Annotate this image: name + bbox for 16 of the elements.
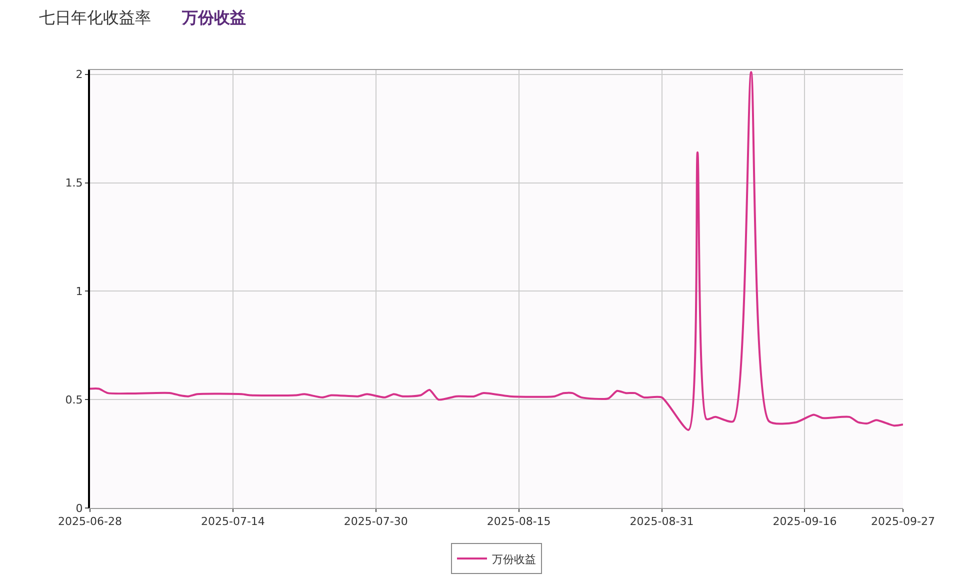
y-tick-label: 1 — [76, 285, 83, 298]
y-tick-label: 0.5 — [65, 393, 83, 406]
x-tick-label: 2025-08-15 — [486, 515, 551, 528]
x-tick-label: 2025-07-30 — [344, 515, 408, 528]
y-tick-label: 1.5 — [65, 176, 83, 190]
legend-label: 万份收益 — [492, 552, 536, 566]
x-tick-label: 2025-08-31 — [630, 515, 694, 528]
x-tick-label: 2025-06-28 — [58, 515, 122, 528]
x-tick-label: 2025-07-14 — [200, 515, 265, 528]
y-tick-label: 2 — [76, 68, 83, 82]
text: 七日年化收益率 — [39, 8, 151, 27]
line-series — [90, 71, 903, 431]
x-tick-label: 2025-09-16 — [772, 515, 837, 528]
x-tick-label: 2025-09-27 — [871, 515, 935, 528]
text: 万份收益 — [181, 8, 246, 27]
y-tick-label: 0 — [76, 502, 83, 515]
